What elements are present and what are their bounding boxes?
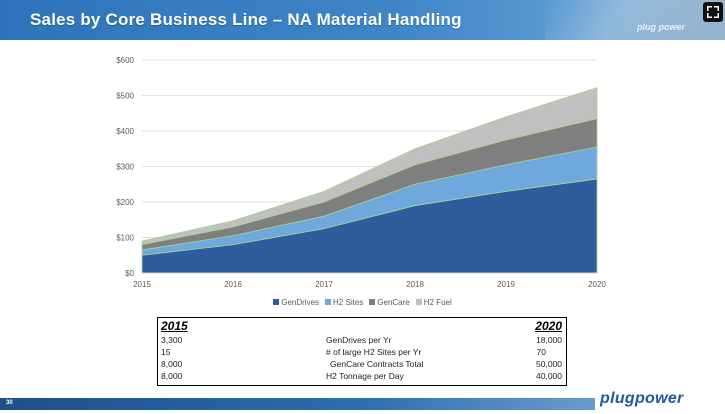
row-label: H2 Tonnage per Day bbox=[326, 371, 404, 381]
row-2020-value: 50,000 bbox=[536, 359, 562, 369]
y-tick-label: $400 bbox=[116, 127, 134, 136]
y-tick-label: $0 bbox=[125, 269, 134, 278]
x-tick-label: 2015 bbox=[133, 280, 151, 289]
title-banner: Sales by Core Business Line – NA Materia… bbox=[0, 0, 725, 40]
footer-bar bbox=[0, 398, 595, 410]
y-tick-label: $200 bbox=[116, 198, 134, 207]
legend-label: H2 Sites bbox=[333, 298, 364, 307]
table-header-2020: 2020 bbox=[535, 319, 562, 333]
legend-item: GenCare bbox=[369, 298, 410, 307]
legend-item: GenDrives bbox=[273, 298, 319, 307]
table-row: 15 # of large H2 Sites per Yr 70 bbox=[158, 347, 566, 359]
row-2015-value: 15 bbox=[161, 347, 171, 357]
page-number: 30 bbox=[6, 400, 13, 406]
table-row: 8,000 H2 Tonnage per Day 40,000 bbox=[158, 371, 566, 383]
x-tick-label: 2016 bbox=[224, 280, 242, 289]
row-2015-value: 8,000 bbox=[161, 371, 183, 381]
table-row: 3,300 GenDrives per Yr 18,000 bbox=[158, 335, 566, 347]
row-2020-value: 40,000 bbox=[536, 371, 562, 381]
sales-area-chart: $0 $100 $200 $300 $400 $500 $600 2015 2016 2017 20… bbox=[116, 56, 606, 289]
row-2020-value: 18,000 bbox=[536, 335, 562, 345]
legend-label: GenCare bbox=[377, 298, 410, 307]
banner-decoration bbox=[545, 0, 725, 40]
row-2020-value: 70 bbox=[536, 347, 546, 357]
row-label: GenDrives per Yr bbox=[326, 335, 392, 345]
legend-swatch bbox=[415, 299, 422, 305]
x-tick-label: 2018 bbox=[406, 280, 424, 289]
slide-title: Sales by Core Business Line – NA Materia… bbox=[30, 10, 462, 29]
table-header-2015: 2015 bbox=[161, 319, 188, 333]
metrics-table: 2015 2020 3,300 GenDrives per Yr 18,000 … bbox=[157, 317, 567, 386]
chart-legend: GenDrives H2 Sites GenCare H2 Fuel bbox=[0, 298, 725, 307]
x-tick-label: 2020 bbox=[588, 280, 606, 289]
plugpower-logo: plugpower bbox=[600, 390, 684, 407]
legend-item: H2 Fuel bbox=[415, 298, 452, 307]
slide-footer: 30 plugpower bbox=[0, 390, 725, 414]
row-2015-value: 8,000 bbox=[161, 359, 183, 369]
row-label: GenCare Contracts Total bbox=[330, 359, 424, 369]
legend-item: H2 Sites bbox=[325, 298, 363, 307]
y-tick-label: $600 bbox=[116, 56, 134, 65]
table-row: 8,000 GenCare Contracts Total 50,000 bbox=[158, 359, 566, 371]
legend-label: GenDrives bbox=[281, 298, 320, 307]
legend-swatch bbox=[273, 299, 280, 305]
banner-brand-text: plug power bbox=[637, 22, 685, 32]
row-2015-value: 3,300 bbox=[161, 335, 183, 345]
fullscreen-icon[interactable] bbox=[703, 2, 723, 22]
legend-swatch bbox=[325, 299, 332, 305]
y-tick-label: $500 bbox=[116, 92, 134, 101]
x-tick-label: 2017 bbox=[315, 280, 333, 289]
legend-swatch bbox=[369, 299, 376, 305]
y-tick-label: $300 bbox=[116, 163, 134, 172]
x-tick-label: 2019 bbox=[497, 280, 515, 289]
row-label: # of large H2 Sites per Yr bbox=[326, 347, 422, 357]
y-tick-label: $100 bbox=[116, 234, 134, 243]
area-h2-fuel bbox=[141, 87, 598, 245]
legend-label: H2 Fuel bbox=[423, 298, 452, 307]
